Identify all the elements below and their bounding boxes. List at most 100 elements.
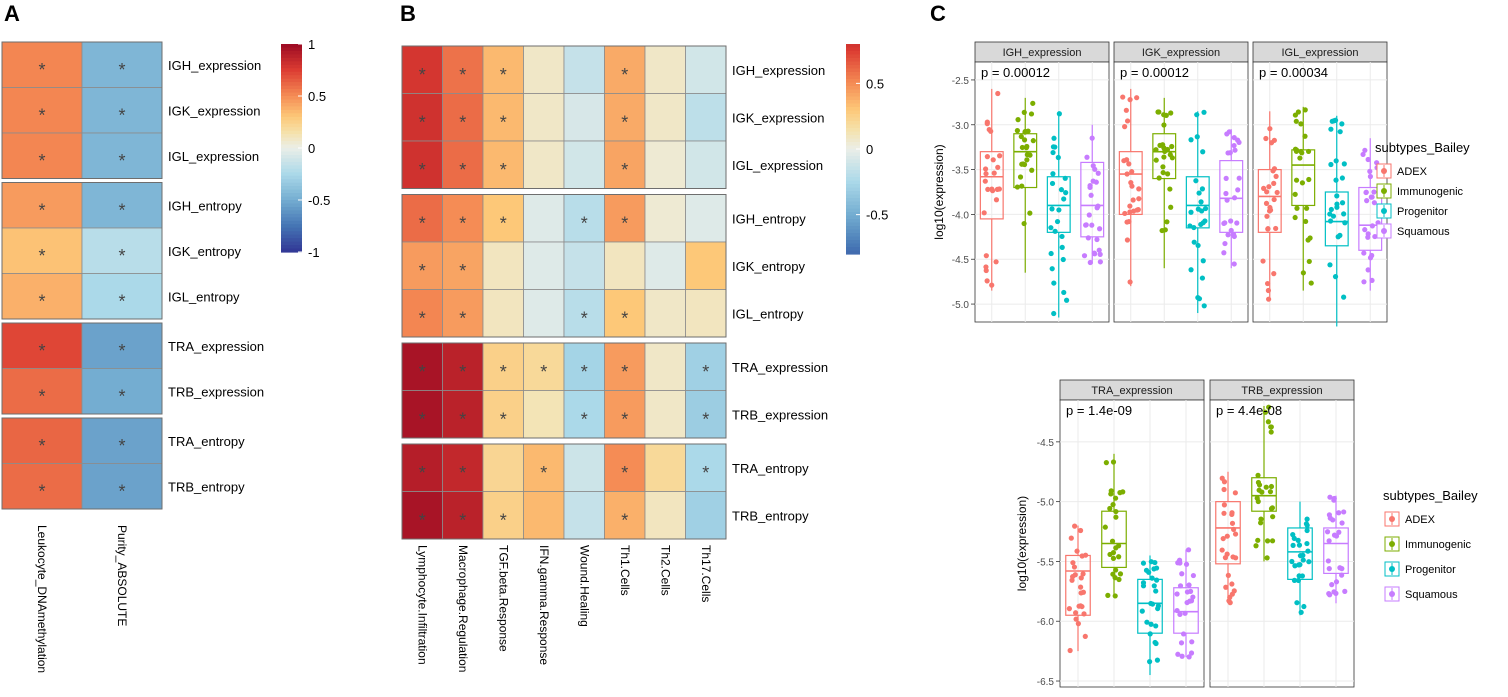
colorbar-segment [281,71,302,76]
data-point [1124,237,1131,243]
colorbar-segment [281,227,302,232]
data-point [1187,588,1194,594]
data-point [1230,526,1237,533]
data-point [1157,142,1163,148]
data-point [1155,605,1161,612]
data-point [1191,239,1197,245]
data-point [1231,195,1238,201]
data-point [1229,581,1235,587]
data-point [1073,610,1079,616]
colorbar-segment [281,148,302,153]
colorbar-segment [281,206,302,211]
heatmap-cell [523,289,565,338]
data-point [1179,653,1185,659]
significance-star: * [581,308,588,328]
legend-title: subtypes_Bailey [1375,140,1470,155]
heatmap-cell [81,87,163,134]
data-point [1222,240,1228,247]
data-point [1167,186,1173,192]
row-label: IGK_expression [168,103,261,118]
significance-star: * [419,510,426,530]
heatmap-cell [401,194,443,243]
data-point [984,119,990,125]
colorbar-segment [846,250,860,255]
data-point [1134,95,1140,101]
y-tick-label: -4.5 [952,255,970,266]
data-point [1078,590,1084,596]
colorbar-segment [281,158,302,163]
colorbar-segment [281,54,302,59]
box-iqr [1152,133,1177,180]
data-point [1156,175,1162,181]
colorbar-segment [846,152,860,157]
significance-star: * [118,341,125,361]
heatmap-cell [1,463,83,510]
data-point [1113,567,1119,573]
y-tick-label: -5.0 [952,300,970,311]
heatmap-cell [1,87,83,134]
panel-label-b: B [400,1,416,26]
significance-star: * [118,60,125,80]
data-point [1328,161,1334,168]
significance-star: * [621,160,628,180]
data-point [1086,212,1092,218]
data-point [984,154,990,160]
facet-strip-label: TRA_expression [1091,385,1172,397]
data-point [1088,192,1094,198]
heatmap-cell [523,140,565,189]
data-point [1303,205,1310,211]
colorbar-segment [846,96,860,101]
data-point [1367,168,1373,174]
significance-star: * [118,200,125,220]
heatmap-a: * * IGH_expression * * IGK_expression * * IGL_ex… [1,37,330,673]
y-tick-label: -5.0 [1037,498,1055,509]
data-point [1174,591,1180,597]
heatmap-cell [523,443,565,492]
colorbar-segment [281,106,302,111]
data-point [1014,128,1021,134]
data-point [1095,170,1101,176]
data-point [1122,124,1128,130]
heatmap-cell [1,273,83,320]
significance-star: * [38,436,45,456]
colorbar-segment [846,215,860,220]
significance-star: * [621,112,628,132]
colorbar-segment [281,50,302,55]
data-point [1290,542,1296,548]
data-point [1161,122,1167,128]
data-point [1120,94,1126,100]
colorbar-segment [846,79,860,84]
data-point [1077,527,1084,534]
significance-star: * [118,386,125,406]
colorbar-segment [281,57,302,62]
significance-star: * [419,463,426,483]
data-point [1051,280,1057,286]
data-point [1265,419,1271,425]
data-point [1108,491,1114,497]
heatmap-cell [604,194,646,243]
colorbar-segment [846,180,860,185]
legend-key-dot [1389,566,1395,572]
data-point [1199,186,1206,192]
data-point [1269,505,1275,511]
data-point [1298,121,1304,127]
box-iqr [1358,186,1383,251]
data-point [1273,225,1279,232]
data-point [1149,601,1156,607]
data-point [1224,197,1230,203]
data-point [1331,532,1338,538]
data-point [1223,584,1229,590]
significance-star: * [38,291,45,311]
data-point [1292,214,1298,221]
y-tick-label: -5.5 [1037,557,1055,568]
data-point [990,157,996,163]
data-point [1050,149,1056,156]
significance-star: * [459,362,466,382]
data-point [1293,147,1300,153]
data-point [1127,97,1133,103]
data-point [1122,210,1128,217]
data-point [1232,531,1239,537]
data-point [1169,143,1175,150]
data-point [1089,222,1095,228]
significance-star: * [419,362,426,382]
